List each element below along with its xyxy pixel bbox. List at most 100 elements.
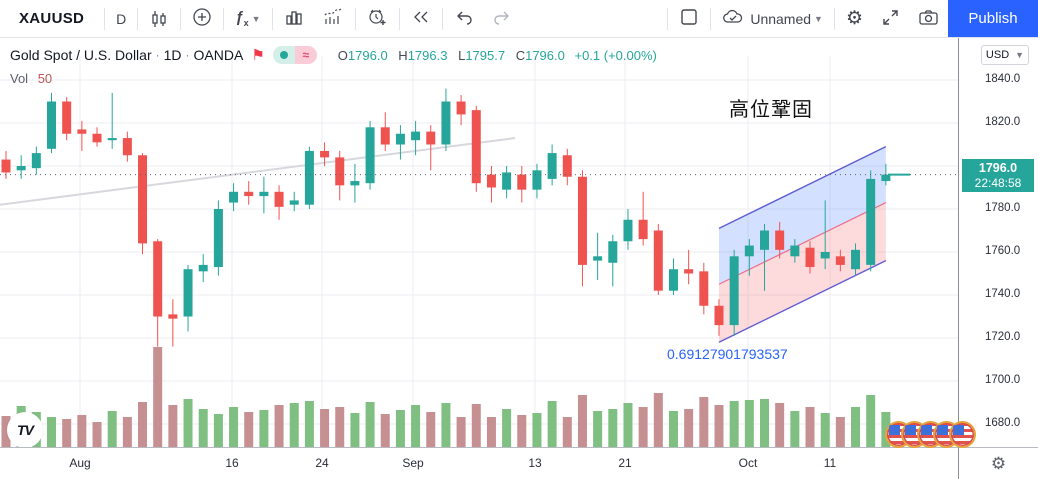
last-price-value: 1796.0 [978,161,1018,175]
fullscreen-button[interactable] [872,0,909,37]
channel-mid-line [718,202,887,285]
currency-toggle-button[interactable]: USD ▼ [981,45,1029,65]
indicators-button[interactable]: ƒx ▼ [226,0,269,37]
volume-bar [699,397,709,447]
candle-body [335,157,345,186]
publish-button[interactable]: Publish [948,0,1038,37]
time-axis-settings[interactable]: ⚙ [958,447,1038,479]
legend-sep: · [185,48,190,62]
volume-bar [577,395,587,447]
candle-body [1,159,11,173]
high-label: H [398,47,408,63]
candle-body [395,133,405,145]
indicator-templates-button[interactable] [275,0,313,37]
volume-bar [304,401,314,447]
candle-body [62,101,72,134]
candlestick-chart[interactable] [0,0,958,447]
open-value: 1796.0 [347,47,388,63]
volume-bar [122,417,132,447]
candle-body [456,101,466,115]
volume-bar [517,415,527,447]
toolbar-right: Unnamed ▼ ⚙ Publish [665,0,1038,37]
volume-bar [744,400,754,447]
chart-properties-button[interactable]: ⚙ [837,0,872,37]
volume-bar [547,401,557,447]
time-tick-label: Sep [402,456,424,470]
candle-body [259,191,269,197]
volume-bar [320,409,330,447]
symbol-search-button[interactable]: XAUUSD [19,10,85,27]
red-flag-icon[interactable]: ⚑ [251,47,265,64]
legend-toggle-pill[interactable]: ≈ [272,46,317,64]
channel-lower-line [718,259,887,343]
bar-replay-button[interactable] [402,0,440,37]
cloud-check-icon [722,7,744,30]
create-alert-button[interactable] [358,0,397,37]
compare-add-button[interactable] [183,0,221,37]
chart-style-button[interactable] [140,0,178,37]
plus-circle-icon [192,7,212,30]
volume-bar [653,393,663,447]
price-tick-label: 1700.0 [985,374,1021,386]
text-annotation[interactable]: 高位鞏固 [729,99,813,121]
time-tick-label: Oct [738,456,758,470]
divider [180,7,182,30]
gear-icon: ⚙ [845,8,863,29]
volume-bar [168,405,178,447]
volume-bar [92,422,102,447]
volume-bar [1,416,11,447]
volume-bar [229,407,239,447]
interval-button[interactable]: D [116,10,127,27]
volume-study-label[interactable]: Vol 50 [10,71,52,86]
close-label: C [515,47,526,63]
visibility-dot-icon [272,46,295,64]
redo-button[interactable] [483,0,521,37]
candle-body [274,191,284,207]
volume-bar [562,417,572,447]
volume-bar [820,413,830,447]
volume-bar [760,399,769,447]
candle-body [213,209,223,268]
channel-value-label[interactable]: 0.69127901793537 [667,346,788,362]
price-axis[interactable]: USD ▼ 1840.01820.01800.01780.01760.01740… [958,38,1038,447]
volume-bar [335,407,345,447]
volume-bar [851,407,861,447]
candle-body [532,170,542,190]
price-tick-label: 1820.0 [985,116,1021,128]
candle-body [623,219,633,242]
candle-body [365,127,375,184]
snapshot-button[interactable] [909,0,948,37]
volume-bar [183,399,193,447]
legend-sep: · [155,48,160,62]
volume-bar [47,417,57,447]
time-axis[interactable]: Aug 16 24 Sep 13 21 Oct 11 [0,447,958,479]
save-layout-button[interactable]: Unnamed ▼ [713,0,832,37]
candle-body [502,172,512,190]
tradingview-logo[interactable]: TV [7,412,43,448]
candle-body [547,153,557,179]
candle-body [638,219,648,240]
close-value: 1796.0 [525,47,565,63]
candle-body [138,155,148,244]
last-price-badge: 1796.0 22:48:58 [962,159,1034,192]
candle-body [441,101,451,145]
candle-body [244,191,254,197]
ohlc-values: O1796.0 H1796.3 L1795.7 C1796.0 +0.1 (+0… [331,48,657,63]
chart-legend[interactable]: Gold Spot / U.S. Dollar · 1D · OANDA ⚑ ≈… [10,46,657,64]
candle-body [577,176,587,265]
candle-body [92,133,102,143]
candle-body [866,178,876,265]
forecast-button[interactable] [313,0,353,37]
chevron-down-icon: ▼ [251,13,261,24]
divider [441,7,443,30]
divider [833,7,835,30]
volume-bar [289,403,299,447]
candle-body [411,131,421,141]
volume-bar [426,412,436,447]
undo-button[interactable] [445,0,483,37]
redo-arrow-icon [492,7,512,30]
volume-bar [395,410,405,447]
candle-body [107,138,117,141]
layout-select-button[interactable] [670,0,708,37]
volume-bar [775,403,785,447]
